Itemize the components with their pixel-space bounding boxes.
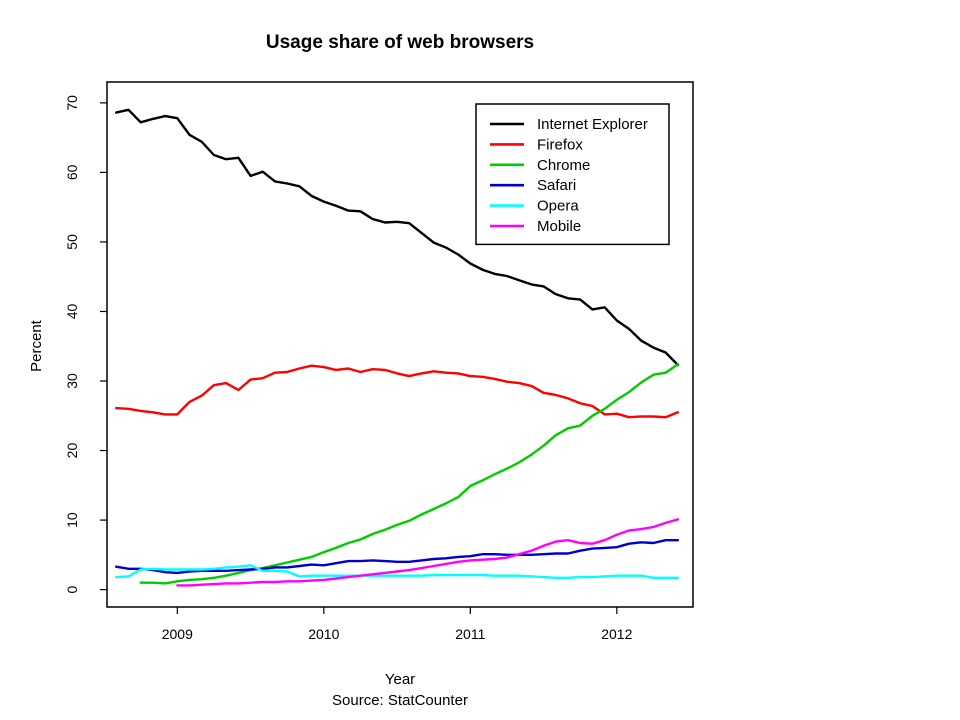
y-tick-label: 70 <box>64 95 80 111</box>
axes: 2009 2010 2011 2012 0 10 20 30 40 50 60 70 <box>64 95 633 642</box>
legend-label-chrome: Chrome <box>537 157 590 174</box>
series-line-opera <box>114 564 680 579</box>
y-tick-label: 30 <box>64 373 80 389</box>
y-tick-label: 0 <box>64 586 80 594</box>
series-line-safari <box>114 539 680 575</box>
x-tick-label: 2012 <box>601 626 632 642</box>
legend-label-internet-explorer: Internet Explorer <box>537 116 648 133</box>
x-tick-label: 2010 <box>308 626 339 642</box>
y-tick-label: 50 <box>64 234 80 250</box>
series-lines <box>114 108 680 587</box>
y-tick-label: 10 <box>64 512 80 528</box>
chart-title: Usage share of web browsers <box>266 32 534 53</box>
x-tick-label: 2011 <box>455 626 485 642</box>
plot-frame <box>106 81 694 608</box>
y-tick-label: 20 <box>64 443 80 459</box>
legend-label-firefox: Firefox <box>537 136 583 153</box>
legend: Internet Explorer Firefox Chrome Safari Oper… <box>475 103 670 246</box>
series-line-mobile <box>176 518 680 587</box>
series-line-chrome <box>139 363 680 585</box>
y-tick-label: 60 <box>64 164 80 180</box>
series-line-firefox <box>114 364 680 419</box>
x-axis-label: Year <box>385 671 415 688</box>
legend-label-opera: Opera <box>537 198 579 215</box>
source-note: Source: StatCounter <box>332 692 468 709</box>
legend-label-safari: Safari <box>537 177 576 194</box>
y-tick-label: 40 <box>64 303 80 319</box>
legend-box <box>475 103 670 246</box>
legend-label-mobile: Mobile <box>537 218 581 235</box>
series-line-internet-explorer <box>114 108 680 367</box>
y-axis-label: Percent <box>28 319 45 372</box>
x-tick-label: 2009 <box>162 626 193 642</box>
